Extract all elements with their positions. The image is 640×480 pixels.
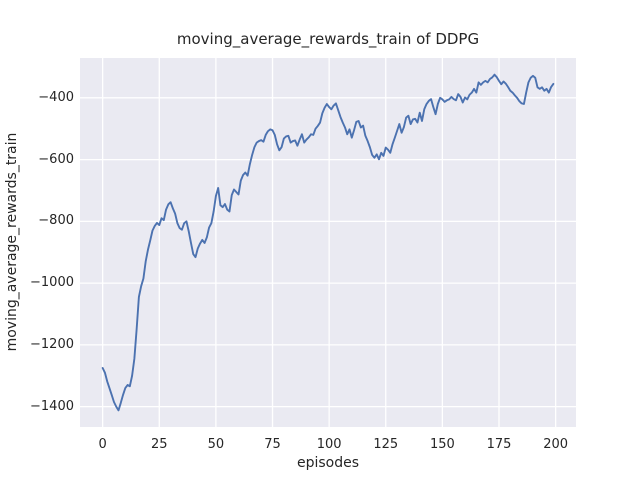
- y-tick-label: −1400: [30, 398, 74, 414]
- series-line: [101, 73, 555, 412]
- x-tick-label: 50: [207, 437, 225, 452]
- x-axis-label: episodes: [296, 455, 360, 471]
- y-tick-label: −600: [38, 151, 74, 167]
- gridlines: [80, 58, 576, 427]
- y-axis-label: moving_average_rewards_train: [4, 132, 20, 352]
- x-tick-label: 25: [150, 437, 168, 452]
- chart-title: moving_average_rewards_train of DDPG: [176, 30, 480, 48]
- y-tick-label: −1200: [30, 336, 74, 352]
- x-tick-label: 125: [373, 437, 399, 452]
- y-tick-label: −800: [38, 213, 74, 229]
- line-chart-svg: [80, 58, 576, 427]
- y-tick-label: −1000: [30, 275, 74, 291]
- y-tick-label: −400: [38, 89, 74, 105]
- data-line: [101, 73, 555, 412]
- plot-area: [80, 58, 576, 427]
- x-tick-label: 0: [98, 437, 107, 452]
- x-tick-label: 100: [316, 437, 342, 452]
- x-tick-label: 200: [543, 437, 569, 452]
- x-tick-label: 150: [429, 437, 455, 452]
- x-tick-label: 175: [486, 437, 512, 452]
- x-tick-label: 75: [264, 437, 281, 452]
